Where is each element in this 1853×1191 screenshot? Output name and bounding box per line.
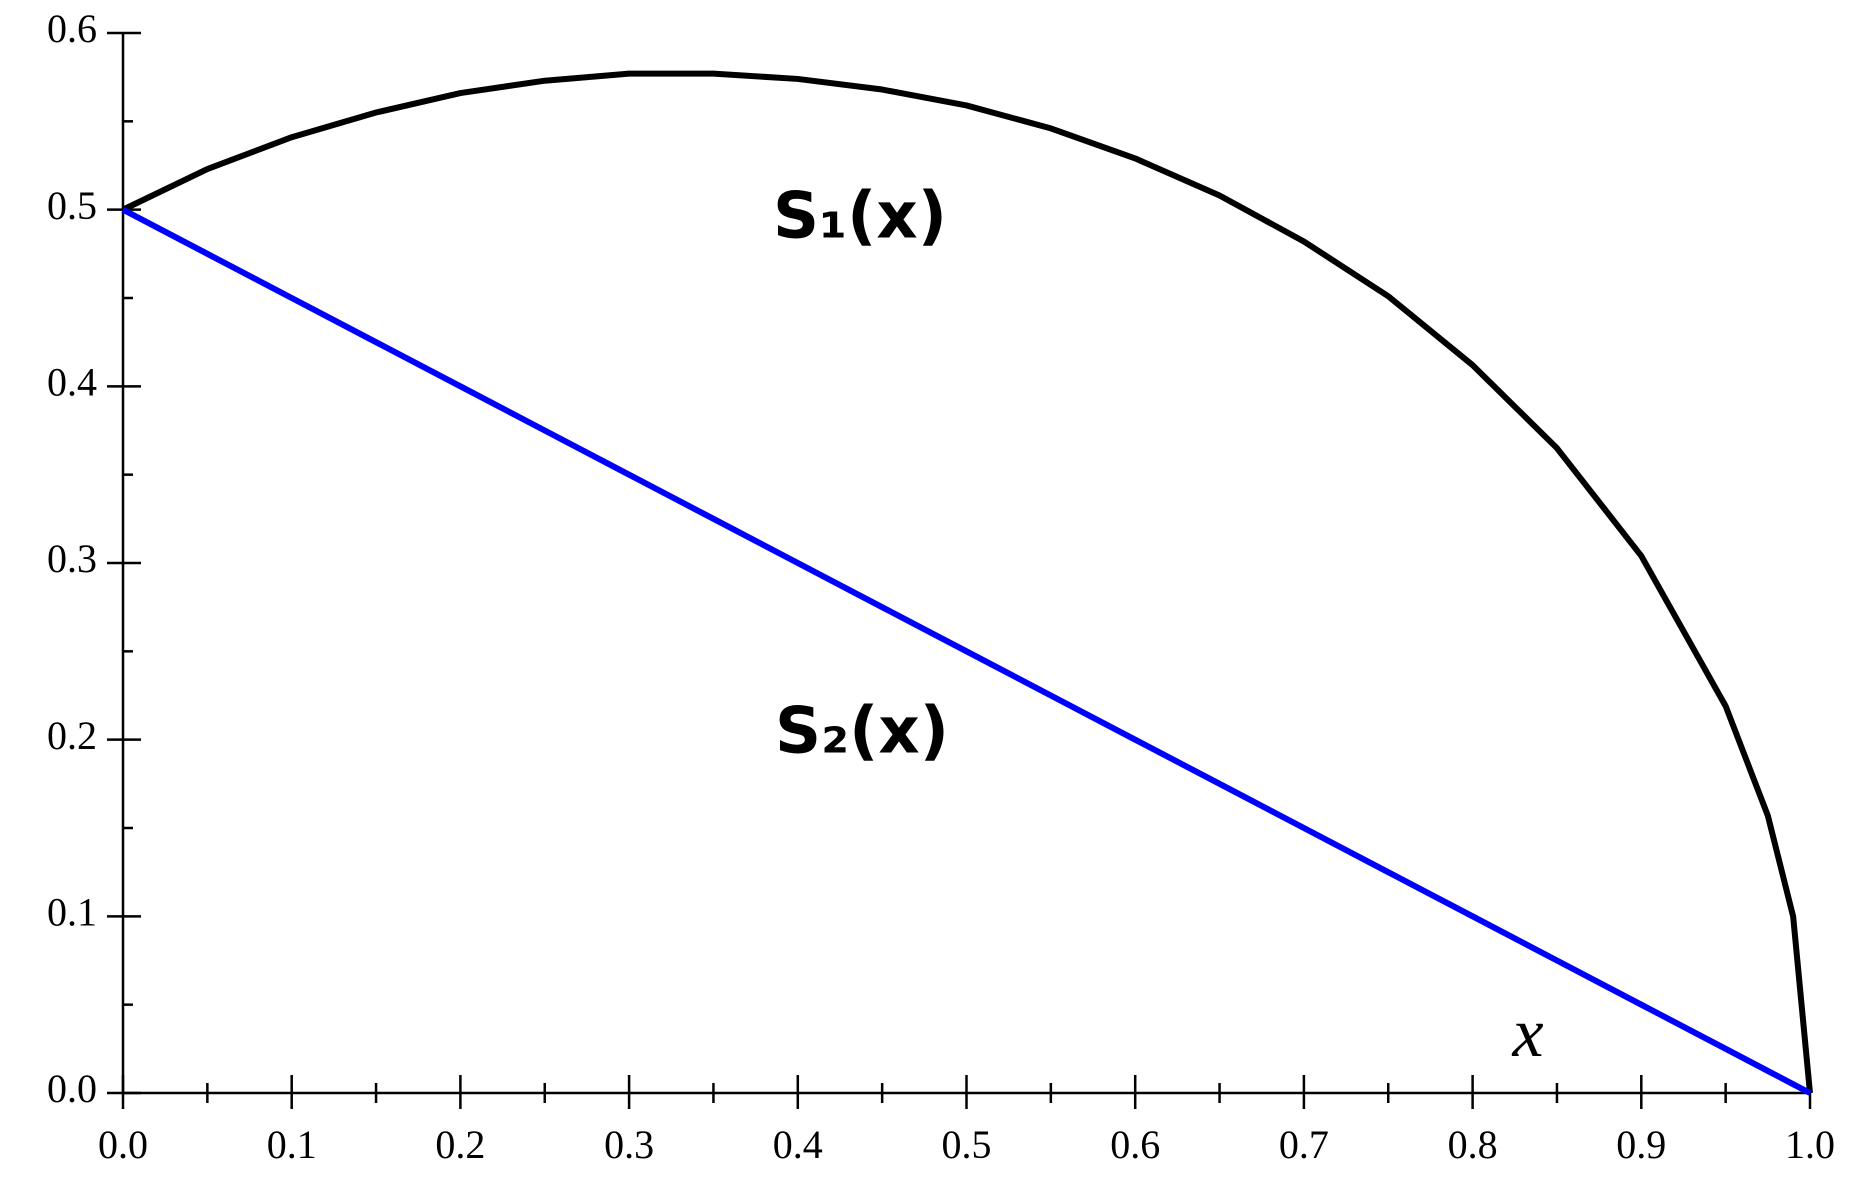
x-tick-label: 0.3 [604,1122,654,1167]
x-tick-label: 0.8 [1448,1122,1498,1167]
series-label: S₂(x) [775,695,949,769]
x-tick-label: 0.1 [267,1122,317,1167]
x-tick-label: 0.7 [1279,1122,1329,1167]
y-tick-label: 0.2 [47,713,97,758]
x-axis-label: x [1511,995,1543,1072]
x-tick-label: 0.2 [435,1122,485,1167]
y-tick-label: 0.3 [47,536,97,581]
x-tick-label: 0.9 [1616,1122,1666,1167]
y-tick-label: 0.0 [47,1066,97,1111]
x-tick-label: 0.6 [1110,1122,1160,1167]
x-tick-label: 0.4 [773,1122,823,1167]
x-tick-label: 0.5 [942,1122,992,1167]
series-label: S₁(x) [773,180,947,254]
series-line [121,207,1812,1096]
x-tick-label: 0.0 [98,1122,148,1167]
y-tick-label: 0.6 [47,6,97,51]
y-tick-label: 0.5 [47,183,97,228]
series-line [121,70,1813,1094]
y-tick-label: 0.4 [47,360,97,405]
y-tick-label: 0.1 [47,890,97,935]
x-tick-label: 1.0 [1785,1122,1835,1167]
